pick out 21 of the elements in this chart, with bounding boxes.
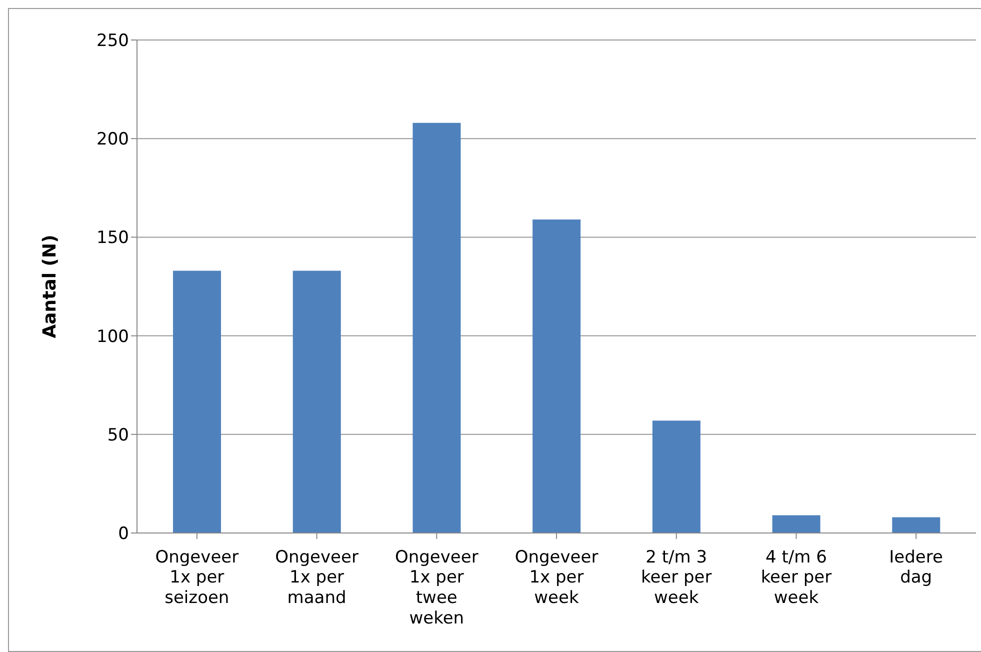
y-axis-title: Aantal (N) bbox=[39, 234, 60, 338]
y-tick-label: 100 bbox=[96, 326, 129, 347]
y-tick-label: 0 bbox=[118, 524, 129, 544]
y-tick-label: 150 bbox=[96, 228, 129, 248]
y-tick-label: 250 bbox=[96, 31, 129, 52]
x-tick-label: Ongeveer 1x per week bbox=[514, 547, 598, 608]
x-tick-label: Ongeveer 1x per seizoen bbox=[155, 547, 239, 608]
bar bbox=[292, 270, 341, 533]
bar bbox=[892, 517, 940, 533]
x-tick-label: Ongeveer 1x per maand bbox=[275, 547, 358, 608]
x-tick-label: Iedere dag bbox=[889, 547, 943, 588]
y-tick-label: 50 bbox=[107, 425, 129, 446]
bar bbox=[772, 515, 820, 533]
x-tick-label: Ongeveer 1x per twee weken bbox=[394, 547, 478, 628]
x-tick-label: 2 t/m 3 keer per week bbox=[640, 547, 712, 608]
bar bbox=[173, 270, 221, 533]
bar bbox=[532, 219, 581, 533]
bar bbox=[412, 122, 461, 533]
y-tick-label: 200 bbox=[96, 130, 129, 150]
x-tick-label: 4 t/m 6 keer per week bbox=[760, 547, 832, 608]
bar bbox=[652, 420, 700, 533]
